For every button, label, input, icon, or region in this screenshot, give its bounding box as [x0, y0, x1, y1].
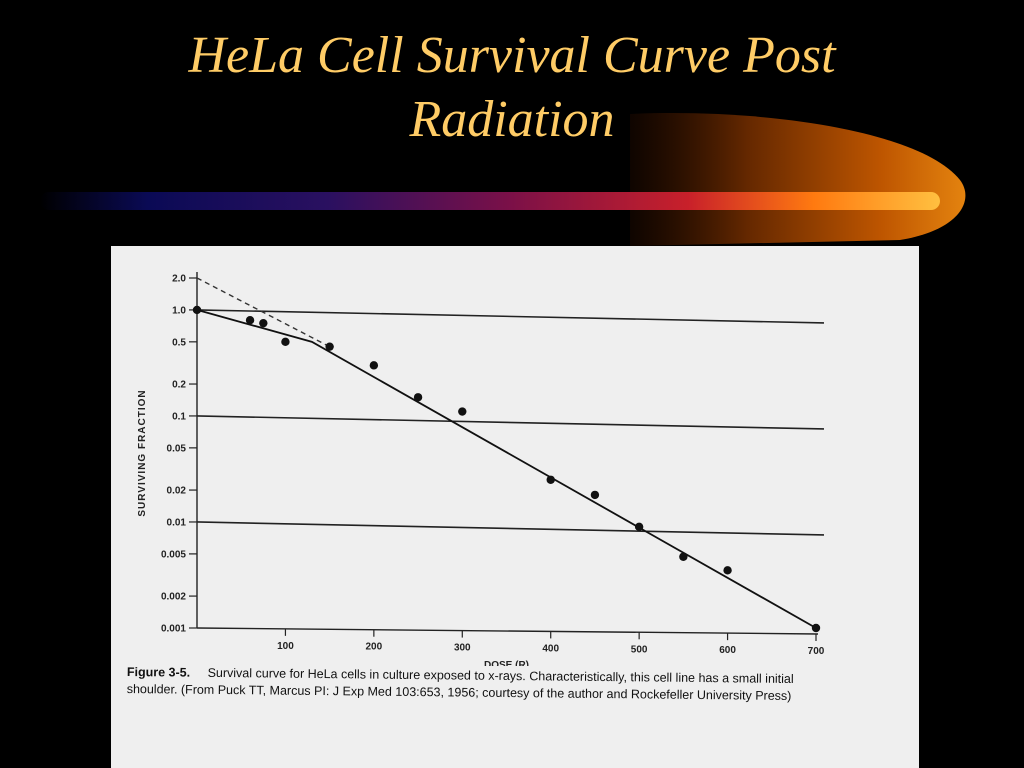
- y-tick-label: 0.05: [167, 443, 187, 454]
- y-tick-label: 0.02: [167, 486, 187, 497]
- survival-curve-chart: 2.0 1.0 0.5 0.2 0.1 0.05 0.02 0.01 0.005 0.002 0.0…: [137, 272, 825, 666]
- data-point: [590, 490, 600, 500]
- x-tick-label: 300: [454, 643, 471, 654]
- data-point: [679, 552, 688, 561]
- y-tick-label: 1.0: [172, 305, 186, 316]
- data-point: [245, 315, 255, 325]
- y-tick-label: 0.005: [161, 549, 186, 560]
- x-tick-label: 100: [277, 641, 294, 652]
- x-axis-line: [196, 627, 819, 635]
- data-point: [325, 342, 334, 351]
- figure-caption-text: Survival curve for HeLa cells in culture…: [126, 665, 794, 703]
- data-point: [369, 361, 379, 370]
- figure-label: Figure 3-5.: [126, 664, 191, 680]
- x-axis-title: DOSE (R): [484, 660, 529, 666]
- survival-fit-line: [196, 309, 817, 629]
- y-tick-label: 0.2: [172, 380, 186, 391]
- slide-title-line-1: HeLa Cell Survival Curve Post: [188, 27, 836, 84]
- data-point: [259, 318, 268, 328]
- figure-caption: Figure 3-5. Survival curve for HeLa cell…: [127, 664, 827, 705]
- data-point: [281, 337, 290, 347]
- slide-title-line-2: Radiation: [409, 91, 615, 148]
- x-tick-label: 700: [808, 646, 825, 657]
- decorative-swoosh: [40, 113, 966, 247]
- data-point: [458, 407, 467, 416]
- extrapolation-dashed-line: [196, 277, 330, 348]
- data-point: [811, 623, 821, 633]
- data-point: [413, 393, 423, 402]
- y-tick-label: 2.0: [172, 274, 186, 285]
- swoosh-bar: [40, 192, 940, 210]
- swoosh-arc: [630, 113, 966, 247]
- x-tick-label: 200: [366, 642, 383, 653]
- x-tick-label: 600: [719, 645, 736, 656]
- data-point: [634, 522, 644, 532]
- x-tick-label: 400: [542, 643, 559, 654]
- slide-title: HeLa Cell Survival Curve Post Radiation: [0, 24, 1024, 152]
- reference-line: [196, 309, 825, 324]
- y-tick-label: 0.01: [167, 517, 187, 528]
- y-tick-label: 0.1: [172, 411, 186, 422]
- y-tick-label: 0.002: [161, 592, 186, 603]
- data-point: [723, 566, 732, 575]
- data-point: [192, 305, 202, 315]
- x-tick-label: 500: [631, 644, 648, 655]
- reference-line: [196, 521, 825, 536]
- y-axis-title: SURVIVING FRACTION: [137, 389, 148, 516]
- reference-line: [196, 415, 825, 430]
- figure-panel: 2.0 1.0 0.5 0.2 0.1 0.05 0.02 0.01 0.005 0.002 0.0…: [111, 246, 919, 768]
- data-point: [546, 475, 555, 484]
- y-tick-label: 0.5: [172, 337, 186, 348]
- y-tick-label: 0.001: [161, 624, 186, 635]
